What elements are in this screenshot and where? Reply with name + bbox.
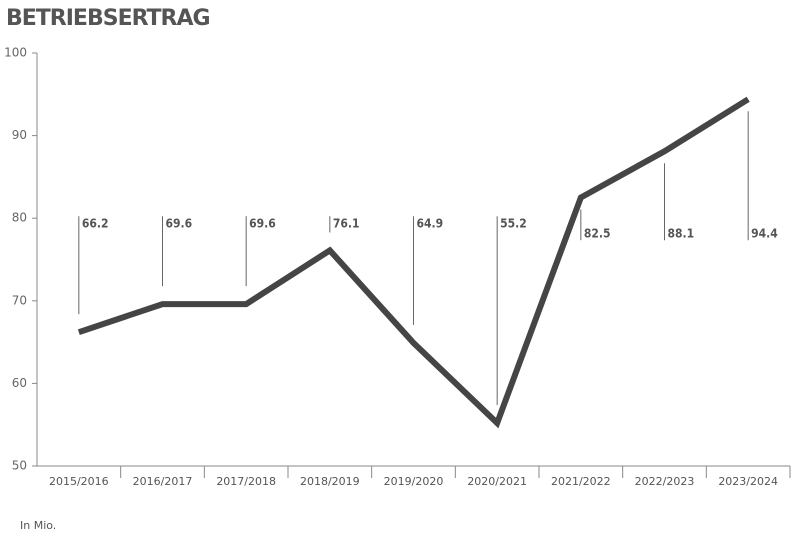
x-tick-label: 2016/2017	[133, 475, 193, 488]
value-label: 94.4	[751, 227, 778, 241]
x-tick-label: 2019/2020	[384, 475, 444, 488]
value-label: 69.6	[166, 217, 193, 231]
y-tick-label: 60	[12, 376, 27, 390]
value-label: 88.1	[668, 227, 695, 241]
value-label: 76.1	[333, 217, 360, 231]
value-label: 69.6	[249, 217, 276, 231]
y-tick-label: 70	[12, 293, 27, 307]
y-tick-label: 100	[4, 46, 27, 60]
x-tick-label: 2022/2023	[635, 475, 695, 488]
line	[77, 96, 750, 429]
x-tick-label: 2015/2016	[49, 475, 109, 488]
y-tick-label: 50	[12, 459, 27, 473]
value-label: 55.2	[500, 217, 527, 231]
value-label: 66.2	[82, 217, 109, 231]
chart-title: BETRIEBSERTRAG	[6, 6, 210, 31]
x-tick-label: 2018/2019	[300, 475, 360, 488]
value-label: 64.9	[417, 217, 444, 231]
x-tick-label: 2021/2022	[551, 475, 611, 488]
y-tick-label: 90	[12, 128, 27, 142]
x-tick-label: 2017/2018	[216, 475, 276, 488]
annotation: In Mio.	[20, 519, 56, 532]
x-tick-label: 2023/2024	[718, 475, 778, 488]
value-label: 82.5	[584, 227, 611, 241]
x-tick-label: 2020/2021	[467, 475, 527, 488]
y-tick-label: 80	[12, 211, 27, 225]
